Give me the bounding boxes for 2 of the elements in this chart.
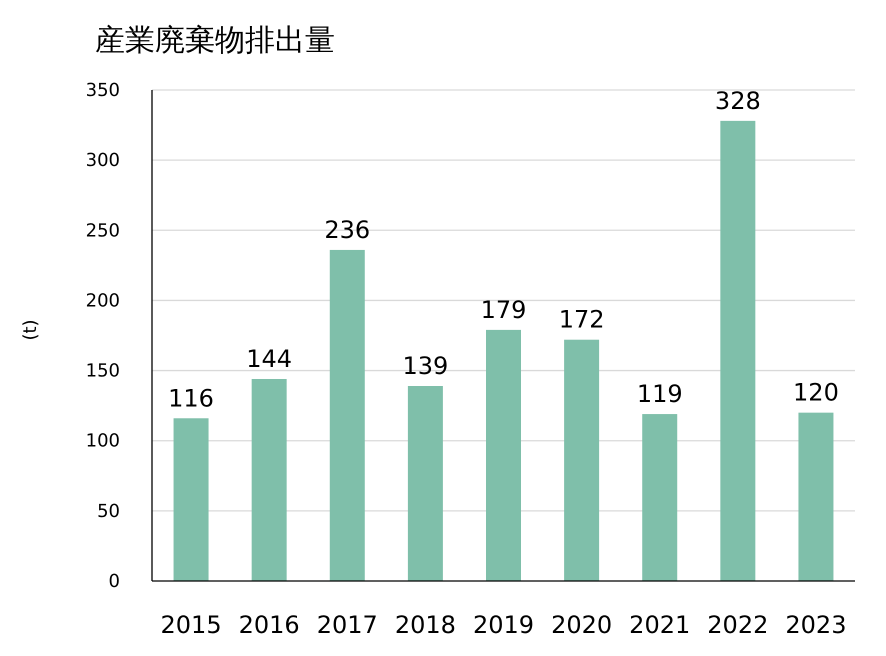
title: 産業廃棄物排出量 [95, 23, 335, 58]
ylabel: (t) [20, 319, 41, 341]
